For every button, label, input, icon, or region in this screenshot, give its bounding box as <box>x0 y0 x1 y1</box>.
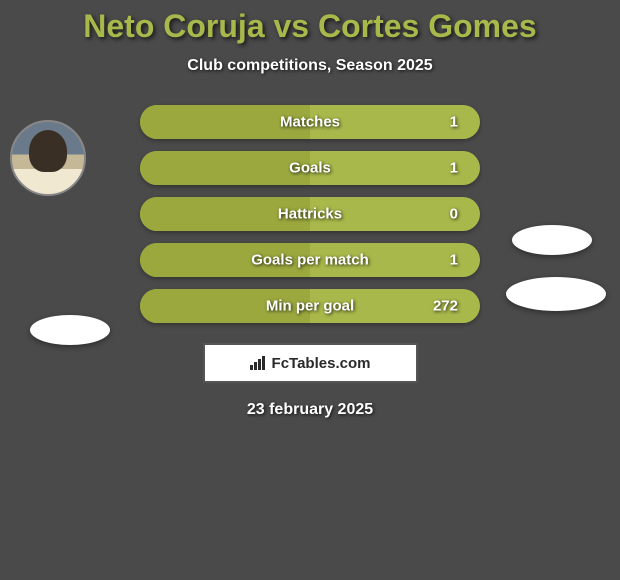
stat-row-goals: Goals 1 <box>140 151 480 185</box>
stat-label: Matches <box>280 114 340 131</box>
stat-row-hattricks: Hattricks 0 <box>140 197 480 231</box>
stat-label: Hattricks <box>278 206 342 223</box>
stat-value: 1 <box>450 114 458 131</box>
stats-section: Matches 1 Goals 1 Hattricks 0 Goals per … <box>0 105 620 419</box>
date-text: 23 february 2025 <box>0 401 620 419</box>
logo-box: FcTables.com <box>203 343 418 383</box>
page-title: Neto Coruja vs Cortes Gomes <box>0 8 620 45</box>
decorative-ellipse-left <box>30 315 110 345</box>
stat-label: Goals <box>289 160 331 177</box>
subtitle: Club competitions, Season 2025 <box>0 57 620 75</box>
chart-icon <box>250 356 268 370</box>
stat-value: 0 <box>450 206 458 223</box>
stat-value: 272 <box>433 298 458 315</box>
stat-bar-fill <box>140 151 310 185</box>
stat-row-mpg: Min per goal 272 <box>140 289 480 323</box>
stat-value: 1 <box>450 252 458 269</box>
stat-row-matches: Matches 1 <box>140 105 480 139</box>
stat-row-gpm: Goals per match 1 <box>140 243 480 277</box>
decorative-ellipse-right-1 <box>512 225 592 255</box>
player1-avatar <box>10 120 86 196</box>
stat-label: Goals per match <box>251 252 369 269</box>
stat-value: 1 <box>450 160 458 177</box>
decorative-ellipse-right-2 <box>506 277 606 311</box>
logo-text: FcTables.com <box>272 355 371 372</box>
stat-label: Min per goal <box>266 298 354 315</box>
